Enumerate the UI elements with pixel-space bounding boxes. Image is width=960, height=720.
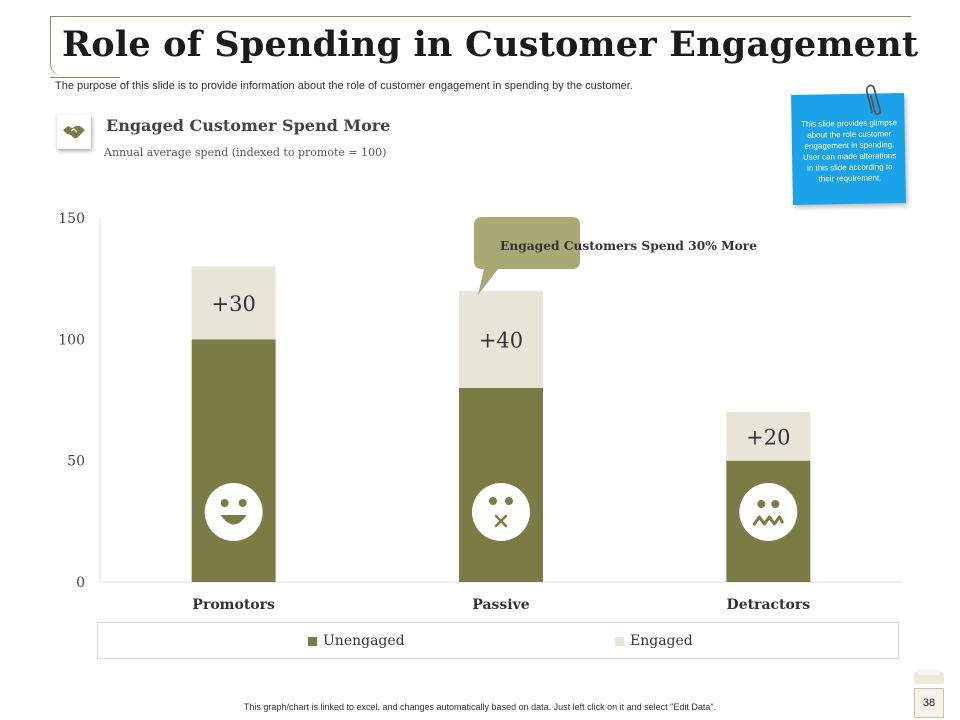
page-number: 38 (914, 688, 944, 718)
legend-swatch-engaged (615, 636, 624, 646)
smile-icon-mouth (220, 515, 247, 525)
title-frame (50, 16, 911, 78)
worried-icon (739, 483, 798, 541)
surprised-icon-eye (505, 497, 513, 505)
wallet-icon (914, 669, 944, 684)
y-tick-label: 150 (58, 211, 85, 227)
worried-icon-mouth (752, 515, 784, 526)
paperclip-icon (865, 84, 882, 116)
slide-purpose: The purpose of this slide is to provide … (55, 80, 633, 92)
legend-label-unengaged: Unengaged (323, 633, 405, 649)
surprised-icon-eye (489, 497, 497, 505)
y-tick-label: 100 (58, 332, 85, 348)
callout-text: Engaged Customers Spend 30% More (500, 238, 757, 253)
footer-note: This graph/chart is linked to excel, and… (243, 702, 717, 712)
bar-engaged (191, 266, 276, 340)
section-title: Engaged Customer Spend More (106, 116, 391, 135)
bar-engaged (459, 290, 543, 388)
data-label: +20 (746, 425, 790, 449)
stacked-bar-chart: 0 50 100 150 +30 Promotors +40 Passive +20 Detrac… (58, 211, 902, 613)
handshake-icon-box (57, 115, 91, 149)
worried-icon-eye (771, 500, 780, 508)
bar-engaged (726, 412, 811, 461)
legend-item-engaged: Engaged (615, 633, 693, 649)
callout-bubble (474, 217, 580, 295)
y-tick-label: 0 (76, 575, 85, 591)
chart-legend: Unengaged Engaged (97, 622, 899, 659)
bar-unengaged (191, 339, 276, 582)
data-label: +40 (479, 328, 523, 352)
x-tick-label: Passive (472, 597, 529, 613)
legend-item-unengaged: Unengaged (308, 633, 405, 649)
smile-icon-eye (220, 499, 229, 507)
smile-icon (204, 483, 263, 541)
page-title: Role of Spending in Customer Engagement (62, 24, 919, 65)
x-tick-label: Detractors (727, 597, 811, 613)
surprised-icon-mouth (494, 514, 508, 528)
surprised-icon (472, 483, 530, 541)
data-label: +30 (212, 292, 256, 316)
y-tick-label: 50 (67, 454, 85, 470)
smile-icon-eye (238, 499, 247, 507)
x-tick-label: Promotors (192, 597, 275, 613)
handshake-icon (63, 126, 85, 138)
worried-icon-eye (757, 500, 766, 508)
legend-swatch-unengaged (308, 636, 317, 646)
legend-label-engaged: Engaged (630, 633, 693, 649)
section-subtitle: Annual average spend (indexed to promote… (104, 146, 387, 159)
